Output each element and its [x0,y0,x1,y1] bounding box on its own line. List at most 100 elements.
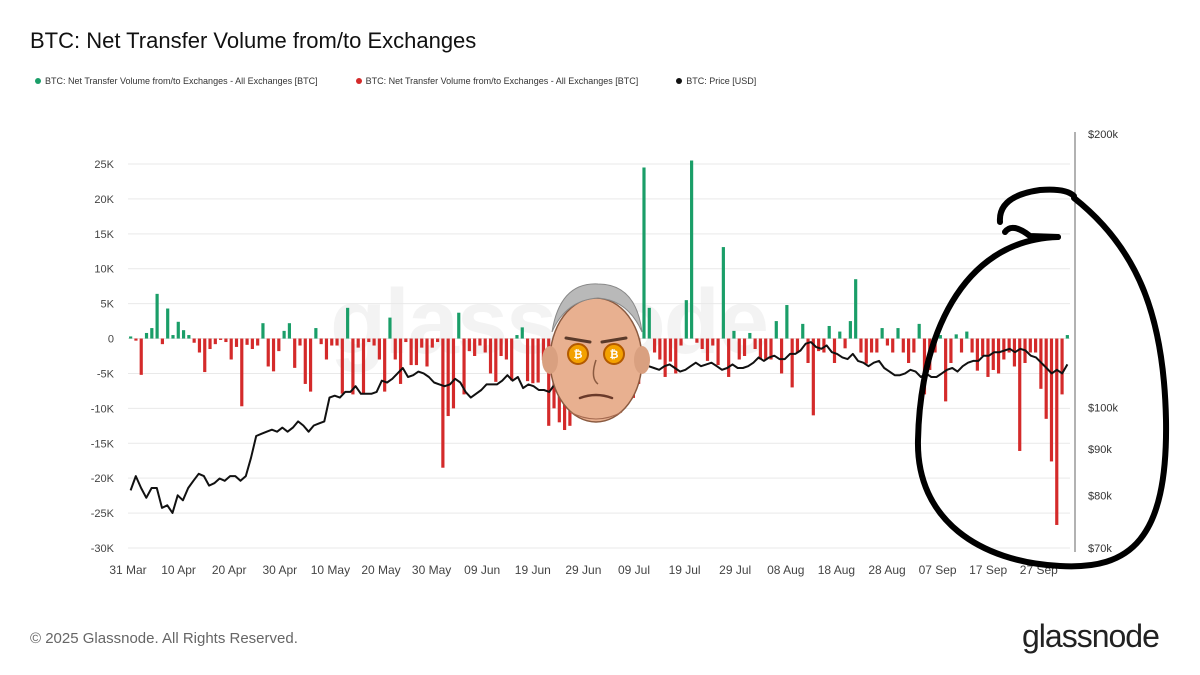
outflow-bar [377,338,381,360]
x-tick-label: 30 Apr [262,563,297,577]
outflow-bar [795,338,800,353]
outflow-bar [409,338,413,366]
legend-swatch-price [676,78,683,84]
chart-title: BTC: Net Transfer Volume from/to Exchang… [30,28,477,53]
outflow-bar [716,338,720,366]
outflow-bar [1055,338,1059,525]
inflow-bar [880,328,884,339]
outflow-bar [467,338,471,352]
inflow-bar [520,327,524,339]
outflow-bar [531,338,535,384]
outflow-bar [398,338,403,384]
y-tick-label: -30K [91,543,115,555]
outflow-bar [197,338,202,353]
legend-item-price[interactable]: BTC: Price [USD] [676,76,756,86]
legend-swatch-outflow [355,78,362,84]
outflow-bar [817,338,821,352]
outflow-bar [695,338,699,343]
hand-drawn-annotation [914,186,1170,570]
y-axis-right: $200k $100k $90k $80k $70k [1074,129,1118,555]
inflow-bar [155,293,159,339]
outflow-bar [541,338,546,361]
legend: BTC: Net Transfer Volume from/to Exchang… [35,76,756,86]
outflow-bar [1002,338,1006,360]
outflow-bar [907,338,911,363]
y-tick-label: 20K [94,194,114,206]
x-axis: 31 Mar 10 Apr 20 Apr 30 Apr 10 May 20 May 30 M… [109,563,1058,577]
y-tick-label: -10K [91,403,115,415]
brand-logo: glassnode [1022,618,1160,654]
x-tick-label: 07 Sep [919,563,957,577]
outflow-bar [674,338,678,374]
outflow-bar [1034,338,1038,353]
x-tick-label: 18 Aug [818,563,855,577]
outflow-bar [970,338,974,353]
outflow-bar [256,338,260,346]
outflow-bar [393,338,397,360]
outflow-bar [494,338,498,382]
y-axis-left: 25K 20K 15K 10K 5K 0 -5K -10K -15K -20K -25K -30K [91,159,115,555]
y-tick-label: -20K [91,473,115,485]
outflow-bar [981,338,985,356]
outflow-bar [414,338,419,366]
y-tick-label: -25K [91,508,115,520]
inflow-bar [647,307,651,339]
outflow-bar [859,338,863,353]
inflow-bar [827,325,831,339]
inflow-bar [129,336,133,339]
legend-item-inflow[interactable]: BTC: Net Transfer Volume from/to Exchang… [35,76,318,86]
outflow-bar [737,338,741,360]
inflow-bar [690,160,694,339]
inflow-bar [642,167,646,339]
inflow-bar [314,328,318,339]
inflow-bar [150,328,154,339]
outflow-bar [991,338,995,370]
outflow-bar [822,338,826,353]
inflow-bar [1065,335,1069,339]
outflow-bar [790,338,794,388]
outflow-bar [203,338,207,373]
outflow-bar [758,338,762,360]
outflow-bar [340,338,344,394]
outflow-bar [335,338,339,346]
legend-item-outflow[interactable]: BTC: Net Transfer Volume from/to Exchang… [355,76,638,86]
inflow-bar [346,307,350,339]
y2-tick-label: $70k [1088,543,1112,555]
outflow-bar [303,338,307,384]
outflow-bar [425,338,429,367]
x-tick-label: 09 Jul [618,563,650,577]
outflow-bar [499,338,503,356]
outflow-bar [668,338,673,362]
x-tick-label: 08 Aug [767,563,804,577]
inflow-bar [854,279,858,339]
x-tick-label: 10 May [311,563,350,577]
outflow-bar [356,338,360,348]
inflow-bar [965,331,969,339]
outflow-bar [420,338,424,348]
outflow-bar [811,338,815,416]
outflow-bar [832,338,837,363]
x-tick-label: 19 Jun [515,563,551,577]
x-tick-label: 20 May [361,563,400,577]
y-tick-label: 15K [94,229,114,241]
outflow-bar [711,338,715,346]
inflow-bar [732,330,736,339]
outflow-bar [1060,338,1064,395]
outflow-bar [658,338,662,360]
x-tick-label: 17 Sep [969,563,1007,577]
outflow-bar [213,338,217,345]
x-tick-label: 30 May [412,563,451,577]
outflow-bar [663,338,667,377]
x-tick-label: 29 Jun [565,563,601,577]
inflow-bar [171,335,175,339]
outflow-bar [891,338,895,353]
y-tick-label: 5K [101,299,115,311]
inflow-bar [287,323,291,339]
inflow-bar [176,321,180,339]
outflow-bar [843,338,847,349]
x-tick-label: 19 Jul [669,563,701,577]
outflow-bar [806,338,810,363]
inflow-bar [838,331,842,339]
outflow-bar [679,338,683,346]
